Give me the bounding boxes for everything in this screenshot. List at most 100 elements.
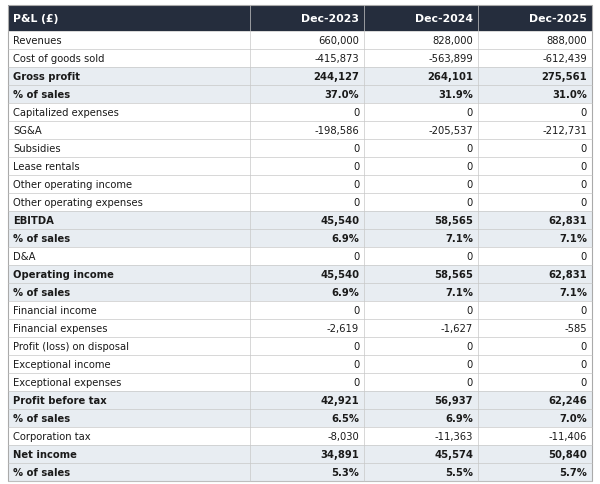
Text: -612,439: -612,439	[542, 54, 587, 64]
Text: 0: 0	[353, 144, 359, 154]
Text: -8,030: -8,030	[328, 431, 359, 441]
Text: 0: 0	[467, 341, 473, 351]
Text: 62,831: 62,831	[548, 270, 587, 279]
Text: Other operating expenses: Other operating expenses	[13, 197, 143, 208]
Bar	[8, 319, 592, 337]
Text: 5.5%: 5.5%	[445, 467, 473, 477]
Text: 264,101: 264,101	[427, 72, 473, 82]
Text: 62,831: 62,831	[548, 215, 587, 226]
Text: 7.0%: 7.0%	[559, 413, 587, 423]
Text: -415,873: -415,873	[314, 54, 359, 64]
Text: -212,731: -212,731	[542, 126, 587, 136]
Text: Subsidies: Subsidies	[13, 144, 61, 154]
Bar	[8, 50, 592, 68]
Text: 34,891: 34,891	[320, 449, 359, 459]
Text: 0: 0	[353, 305, 359, 316]
Text: 31.9%: 31.9%	[438, 90, 473, 100]
Text: 0: 0	[467, 197, 473, 208]
Text: P&L (£): P&L (£)	[13, 14, 58, 24]
Text: 0: 0	[467, 108, 473, 118]
Text: 0: 0	[353, 180, 359, 190]
Text: % of sales: % of sales	[13, 467, 70, 477]
Bar	[8, 212, 592, 229]
Text: -563,899: -563,899	[428, 54, 473, 64]
Text: Lease rentals: Lease rentals	[13, 162, 80, 172]
Text: Financial income: Financial income	[13, 305, 97, 316]
Text: 0: 0	[581, 162, 587, 172]
Text: -2,619: -2,619	[327, 323, 359, 333]
Bar	[8, 32, 592, 50]
Text: 7.1%: 7.1%	[445, 287, 473, 297]
Text: 6.5%: 6.5%	[331, 413, 359, 423]
Bar	[8, 104, 592, 122]
Text: Dec-2024: Dec-2024	[415, 14, 473, 24]
Bar	[8, 265, 592, 284]
Bar	[8, 391, 592, 409]
Text: 888,000: 888,000	[547, 36, 587, 46]
Bar	[8, 302, 592, 319]
Bar	[8, 6, 592, 32]
Text: % of sales: % of sales	[13, 413, 70, 423]
Text: 244,127: 244,127	[313, 72, 359, 82]
Bar	[8, 427, 592, 445]
Text: EBITDA: EBITDA	[13, 215, 54, 226]
Text: -585: -585	[565, 323, 587, 333]
Text: 31.0%: 31.0%	[552, 90, 587, 100]
Bar	[8, 194, 592, 212]
Text: 6.9%: 6.9%	[331, 287, 359, 297]
Text: Capitalized expenses: Capitalized expenses	[13, 108, 119, 118]
Bar	[8, 140, 592, 158]
Text: Operating income: Operating income	[13, 270, 114, 279]
Text: -205,537: -205,537	[428, 126, 473, 136]
Text: 0: 0	[353, 108, 359, 118]
Text: 0: 0	[467, 144, 473, 154]
Text: Profit before tax: Profit before tax	[13, 395, 107, 405]
Text: SG&A: SG&A	[13, 126, 42, 136]
Text: 50,840: 50,840	[548, 449, 587, 459]
Text: Exceptional expenses: Exceptional expenses	[13, 377, 121, 387]
Text: 45,540: 45,540	[320, 270, 359, 279]
Text: % of sales: % of sales	[13, 287, 70, 297]
Text: 0: 0	[353, 252, 359, 261]
Bar	[8, 355, 592, 373]
Text: 0: 0	[353, 341, 359, 351]
Text: 0: 0	[581, 377, 587, 387]
Text: 45,540: 45,540	[320, 215, 359, 226]
Text: 828,000: 828,000	[433, 36, 473, 46]
Text: 42,921: 42,921	[320, 395, 359, 405]
Text: Other operating income: Other operating income	[13, 180, 132, 190]
Text: Dec-2023: Dec-2023	[301, 14, 359, 24]
Bar	[8, 122, 592, 140]
Text: 0: 0	[581, 359, 587, 369]
Text: 45,574: 45,574	[434, 449, 473, 459]
Text: 7.1%: 7.1%	[445, 233, 473, 243]
Text: 0: 0	[581, 180, 587, 190]
Text: 6.9%: 6.9%	[331, 233, 359, 243]
Bar	[8, 445, 592, 463]
Text: Profit (loss) on disposal: Profit (loss) on disposal	[13, 341, 129, 351]
Text: 0: 0	[353, 359, 359, 369]
Text: 0: 0	[467, 305, 473, 316]
Bar	[8, 229, 592, 247]
Text: 58,565: 58,565	[434, 215, 473, 226]
Text: -1,627: -1,627	[441, 323, 473, 333]
Text: 0: 0	[353, 377, 359, 387]
Bar	[8, 373, 592, 391]
Text: 0: 0	[581, 108, 587, 118]
Bar	[8, 247, 592, 265]
Text: 0: 0	[581, 341, 587, 351]
Text: 0: 0	[353, 197, 359, 208]
Bar	[8, 284, 592, 302]
Text: 7.1%: 7.1%	[559, 233, 587, 243]
Text: 0: 0	[467, 180, 473, 190]
Text: -198,586: -198,586	[314, 126, 359, 136]
Text: D&A: D&A	[13, 252, 35, 261]
Text: % of sales: % of sales	[13, 90, 70, 100]
Text: 7.1%: 7.1%	[559, 287, 587, 297]
Bar	[8, 86, 592, 104]
Text: Cost of goods sold: Cost of goods sold	[13, 54, 104, 64]
Text: 0: 0	[467, 377, 473, 387]
Text: 275,561: 275,561	[541, 72, 587, 82]
Bar	[8, 337, 592, 355]
Text: Revenues: Revenues	[13, 36, 62, 46]
